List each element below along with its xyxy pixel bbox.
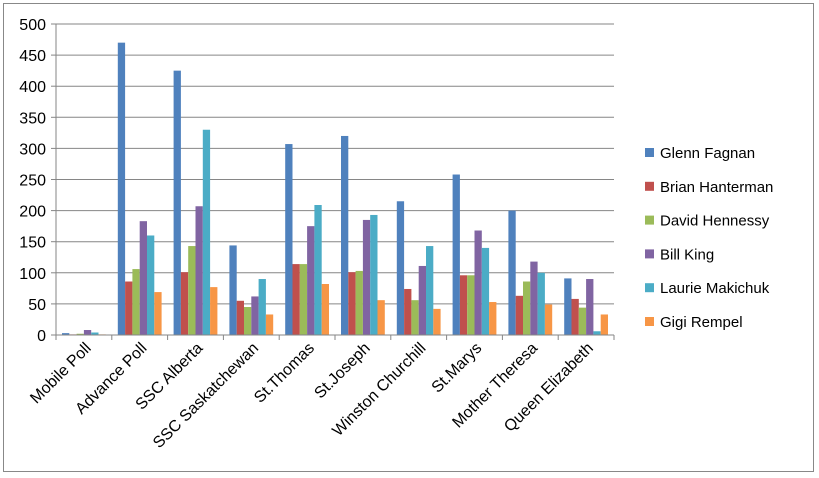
y-tick-label: 500 <box>19 17 46 34</box>
bar-gigi-rempel <box>210 287 218 335</box>
legend-label: David Hennessy <box>660 213 770 230</box>
legend-label: Gigi Rempel <box>660 314 743 331</box>
bar-glenn-fagnan <box>229 245 237 335</box>
legend-swatch <box>645 181 654 191</box>
bar-bill-king <box>83 330 92 335</box>
bar-gigi-rempel <box>600 314 608 335</box>
legend-swatch <box>645 215 654 225</box>
bar-gigi-rempel <box>154 292 162 335</box>
legend-swatch <box>645 249 654 259</box>
chart-frame <box>3 3 814 472</box>
bar-bill-king <box>418 265 426 335</box>
bar-glenn-fagnan <box>564 278 572 335</box>
legend-label: Brian Hanterman <box>660 179 773 196</box>
y-tick-label: 300 <box>19 141 46 158</box>
bar-glenn-fagnan <box>396 201 405 335</box>
y-tick-label: 250 <box>19 173 46 190</box>
legend-label: Bill King <box>660 246 714 263</box>
bar-gigi-rempel <box>265 314 274 335</box>
bar-gigi-rempel <box>321 284 329 335</box>
bar-gigi-rempel <box>489 302 497 335</box>
bar-brian-hanterman <box>292 264 300 335</box>
bar-brian-hanterman <box>404 288 412 335</box>
bar-bill-king <box>195 206 203 335</box>
bar-laurie-makichuk <box>426 246 434 335</box>
legend-swatch <box>645 148 654 157</box>
bar-brian-hanterman <box>180 272 189 335</box>
bar-david-hennessy <box>578 307 587 335</box>
bar-glenn-fagnan <box>62 333 70 335</box>
bar-glenn-fagnan <box>341 135 349 335</box>
x-tick-label: St.Thomas <box>251 340 318 407</box>
y-tick-label: 200 <box>19 204 46 221</box>
bar-brian-hanterman <box>348 272 356 335</box>
bar-glenn-fagnan <box>508 210 516 335</box>
bar-glenn-fagnan <box>173 70 181 336</box>
bar-bill-king <box>362 219 371 335</box>
bar-gigi-rempel <box>433 308 441 335</box>
y-tick-label: 350 <box>19 110 46 127</box>
legend-label: Glenn Fagnan <box>660 145 755 162</box>
x-tick-label: SSC Saskatchewan <box>150 340 262 452</box>
bar-laurie-makichuk <box>537 272 545 335</box>
bar-david-hennessy <box>188 246 196 335</box>
bar-david-hennessy <box>244 307 252 335</box>
bar-laurie-makichuk <box>147 235 155 335</box>
bar-brian-hanterman <box>571 298 579 335</box>
bar-laurie-makichuk <box>258 279 266 335</box>
bar-david-hennessy <box>523 281 531 335</box>
y-tick-label: 50 <box>28 297 46 314</box>
bar-david-hennessy <box>76 333 84 335</box>
bar-laurie-makichuk <box>314 205 322 335</box>
bar-laurie-makichuk <box>370 214 378 335</box>
bar-brian-hanterman <box>459 275 468 335</box>
bar-bill-king <box>530 261 538 335</box>
bar-glenn-fagnan <box>117 42 126 335</box>
bar-brian-hanterman <box>236 300 244 335</box>
bar-laurie-makichuk <box>91 332 99 335</box>
bar-david-hennessy <box>299 264 308 335</box>
bar-laurie-makichuk <box>202 129 211 335</box>
bar-david-hennessy <box>132 269 140 335</box>
y-tick-label: 150 <box>19 235 46 252</box>
legend: Glenn Fagnan Brian Hanterman David Henness… <box>645 145 773 331</box>
bar-brian-hanterman <box>515 295 523 335</box>
bar-brian-hanterman <box>125 281 133 335</box>
y-tick-label: 0 <box>37 328 46 345</box>
x-tick-label: St.Marys <box>429 340 486 397</box>
bar-david-hennessy <box>355 270 363 335</box>
bar-laurie-makichuk <box>593 331 601 335</box>
bar-bill-king <box>139 221 147 335</box>
legend-label: Laurie Makichuk <box>660 280 770 297</box>
bar-gigi-rempel <box>377 300 385 335</box>
bar-bill-king <box>474 230 482 335</box>
bars <box>62 42 608 336</box>
bar-bill-king <box>251 296 259 335</box>
y-tick-label: 100 <box>19 266 46 283</box>
bar-glenn-fagnan <box>285 144 293 335</box>
legend-swatch <box>645 317 654 326</box>
bar-david-hennessy <box>411 300 419 335</box>
y-tick-label: 400 <box>19 79 46 96</box>
y-tick-label: 450 <box>19 48 46 65</box>
bar-bill-king <box>586 279 594 335</box>
legend-swatch <box>645 283 654 293</box>
bar-bill-king <box>307 226 315 335</box>
bar-david-hennessy <box>467 275 475 335</box>
bar-glenn-fagnan <box>452 174 460 335</box>
bar-gigi-rempel <box>544 304 553 335</box>
bar-laurie-makichuk <box>481 247 490 335</box>
y-axis: 0 50 100 150 200 250 300 350 400 450 500 <box>19 17 57 345</box>
x-tick-label: Winston Churchill <box>329 340 429 440</box>
